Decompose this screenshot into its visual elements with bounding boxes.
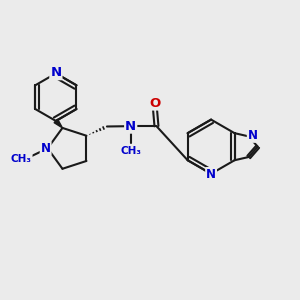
Polygon shape xyxy=(54,119,62,128)
Text: N: N xyxy=(50,66,62,79)
Text: N: N xyxy=(40,142,51,155)
Text: CH₃: CH₃ xyxy=(120,146,141,156)
Text: O: O xyxy=(149,97,160,110)
Text: N: N xyxy=(248,129,258,142)
Text: N: N xyxy=(206,168,216,181)
Text: CH₃: CH₃ xyxy=(11,154,32,164)
Text: N: N xyxy=(125,120,136,133)
